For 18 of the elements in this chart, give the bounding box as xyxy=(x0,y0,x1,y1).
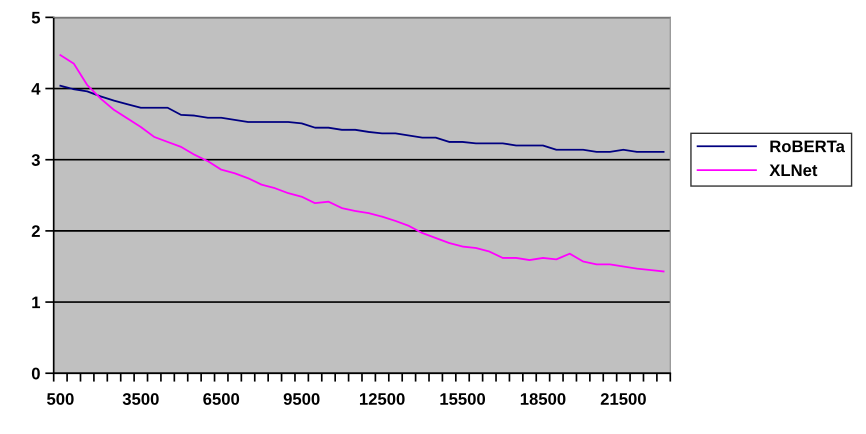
y-tick-label: 3 xyxy=(32,154,40,166)
line-series xyxy=(59,84,664,153)
line-series xyxy=(59,54,664,272)
y-tick-label: 0 xyxy=(32,368,40,380)
x-tick-label: 3500 xyxy=(122,393,159,405)
x-tick-label: 9500 xyxy=(284,393,320,405)
x-tick-label: 6500 xyxy=(203,393,240,405)
x-tick-label: 18500 xyxy=(520,393,566,405)
x-tick-label: 15500 xyxy=(440,393,486,405)
y-tick-label: 2 xyxy=(32,225,40,237)
y-tick-label: 4 xyxy=(31,83,40,95)
x-tick-label: 21500 xyxy=(600,393,646,405)
x-tick-label: 500 xyxy=(47,393,74,405)
legend-label: XLNet xyxy=(769,164,818,176)
legend-label: RoBERTa xyxy=(770,140,846,152)
y-tick-label: 1 xyxy=(32,296,40,308)
y-tick-label: 5 xyxy=(32,12,40,24)
x-tick-label: 12500 xyxy=(360,393,405,405)
